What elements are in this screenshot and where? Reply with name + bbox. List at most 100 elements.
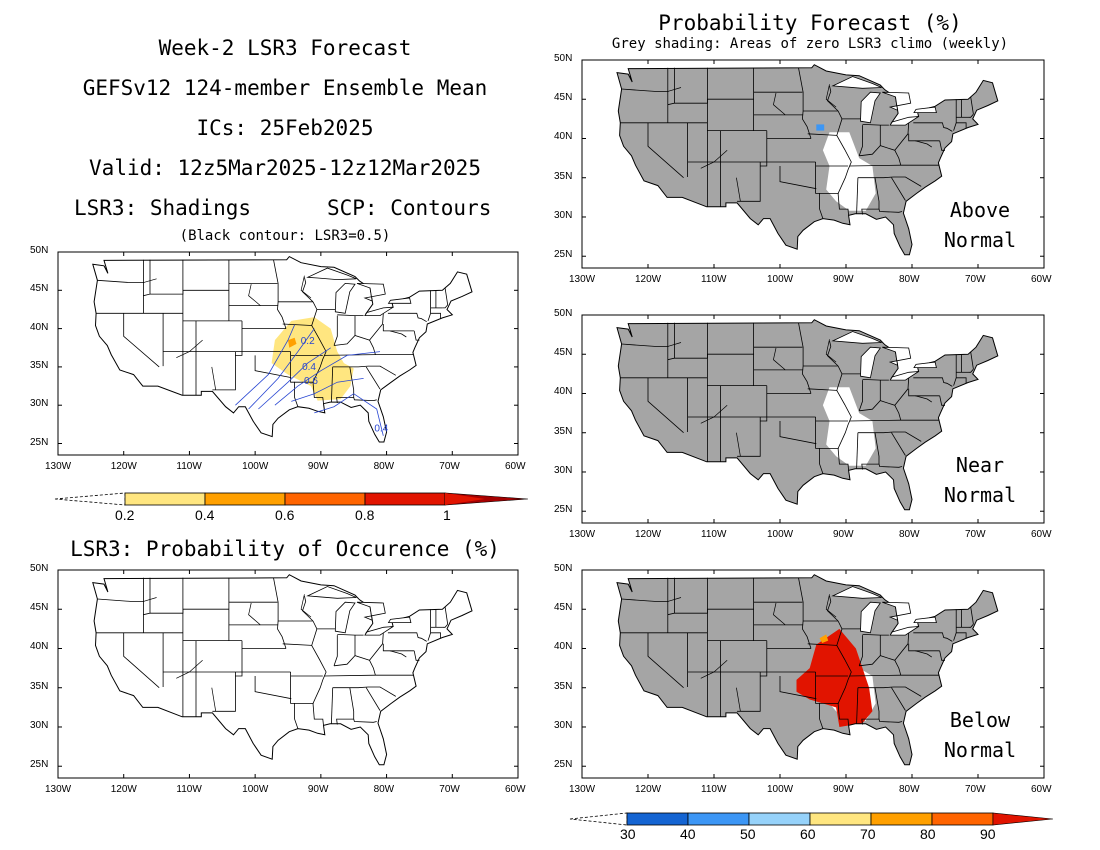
probability-subtitle: Grey shading: Areas of zero LSR3 climo (… [611, 36, 1009, 52]
state-boundaries [96, 259, 449, 407]
lat-label: 35N [30, 359, 49, 371]
panel-frame [581, 569, 1045, 779]
state-boundaries [620, 577, 974, 729]
lon-label: 110W [176, 784, 202, 795]
map-svg [581, 569, 1045, 779]
forecast-title: Week-2 LSR3 Forecast [158, 36, 412, 60]
lon-label: 70W [965, 784, 986, 795]
lon-label: 80W [373, 461, 395, 472]
panel-frame [581, 59, 1045, 269]
lon-label: 120W [110, 784, 137, 795]
lon-label: 70W [965, 529, 986, 540]
lon-label: 80W [899, 529, 920, 540]
non-zero-climo-area [822, 132, 876, 211]
lon-label: 80W [373, 784, 395, 795]
lon-label: 100W [767, 784, 794, 795]
lat-label: 30N [554, 464, 573, 476]
lat-label: 45N [30, 283, 49, 295]
lon-label: 60W [1031, 529, 1052, 540]
lat-label: 45N [554, 602, 573, 614]
map-panel-lsr3-shading: 0.2 0.4 0.6 0.4 50N 45N 40N 35N 30N 25N 130W 120W 11… [30, 245, 526, 472]
above-label-line1: Above [949, 198, 1011, 222]
below-label-line1: Below [949, 708, 1011, 732]
lat-label: 30N [30, 719, 49, 731]
lon-label: 70W [439, 784, 460, 795]
lon-label: 110W [176, 461, 202, 472]
contour-label: 0.6 [304, 376, 318, 387]
lon-label: 120W [110, 461, 137, 472]
contours-label: SCP: Contours [327, 196, 492, 220]
ics-label: ICs: 25Feb2025 [196, 116, 374, 140]
panel-frame [57, 569, 519, 779]
scp-contour [248, 328, 315, 410]
lat-label: 25N [30, 436, 49, 448]
lat-label: 35N [30, 680, 49, 692]
lat-label: 25N [554, 504, 573, 516]
below-normal-prob-area [796, 628, 873, 727]
cbr-label-4: 70 [860, 826, 876, 842]
cbr-label-1: 40 [680, 826, 696, 842]
above-normal-prob-area [816, 124, 825, 131]
lon-label: 130W [45, 784, 72, 795]
panel-frame [57, 251, 519, 456]
colorbar-left-over [444, 492, 529, 506]
contour-label: 0.4 [302, 362, 316, 373]
cbr-label-0: 30 [620, 826, 636, 842]
lon-label: 110W [701, 529, 727, 540]
cbl-label-3: 0.8 [355, 507, 375, 523]
lat-label: 35N [554, 170, 573, 182]
lon-label: 60W [1031, 274, 1052, 285]
grey-climo-shading [617, 64, 998, 255]
lon-label: 100W [242, 784, 269, 795]
colorbar-left-swatch [204, 492, 286, 506]
map-svg [581, 314, 1045, 524]
lon-label: 70W [439, 461, 460, 472]
below-label-line2: Normal [943, 738, 1017, 762]
colorbar-right-over [992, 812, 1054, 826]
lon-label: 110W [701, 274, 727, 285]
lon-label: 90W [307, 461, 329, 472]
cbr-label-6: 90 [980, 826, 996, 842]
occurrence-title: LSR3: Probability of Occurence (%) [70, 537, 500, 561]
state-boundaries [620, 67, 974, 219]
map-svg [581, 59, 1045, 269]
lon-label: 120W [635, 784, 662, 795]
cbl-label-2: 0.6 [275, 507, 295, 523]
model-label: GEFSv12 124-member Ensemble Mean [82, 76, 488, 100]
lon-label: 100W [767, 529, 794, 540]
lon-label: 130W [569, 784, 596, 795]
lon-label: 60W [505, 784, 526, 795]
lat-label: 25N [554, 759, 573, 771]
colorbar-left-swatch [284, 492, 366, 506]
colorbar-right-swatch [870, 812, 933, 826]
colorbar-right-swatch [931, 812, 994, 826]
colorbar-left-swatch [124, 492, 206, 506]
lat-label: 50N [554, 308, 573, 319]
scp-contour [258, 347, 331, 410]
lon-label: 90W [833, 274, 854, 285]
probability-title: Probability Forecast (%) [658, 11, 962, 35]
colorbar-right-swatch [748, 812, 811, 826]
lat-label: 30N [554, 719, 573, 731]
cbl-label-1: 0.4 [195, 507, 215, 523]
cbr-label-5: 80 [920, 826, 936, 842]
black-contour-note: (Black contour: LSR3=0.5) [179, 228, 391, 244]
cbl-label-4: 1 [443, 507, 451, 523]
scp-contour [235, 324, 295, 406]
lat-label: 50N [554, 563, 573, 574]
map-panel-below-normal: 50N 45N 40N 35N 30N 25N 130W 120W 110W 100W 90W 80W… [554, 563, 1052, 795]
lat-label: 40N [30, 321, 49, 333]
contour-label: 0.2 [301, 336, 315, 347]
lat-label: 50N [554, 53, 573, 64]
colorbar-right-swatch [626, 812, 689, 826]
above-label-line2: Normal [943, 228, 1017, 252]
lon-label: 130W [45, 461, 72, 472]
lat-label: 50N [30, 563, 49, 574]
near-label-line2: Normal [943, 483, 1017, 507]
cbr-label-3: 60 [800, 826, 816, 842]
lat-label: 35N [554, 680, 573, 692]
scp-contour [291, 378, 364, 402]
map-svg: 0.2 0.4 0.6 0.4 [57, 251, 519, 456]
map-panel-above-normal: 50N 45N 40N 35N 30N 25N 130W 120W 110W 100W 90W 80W… [554, 53, 1052, 285]
lon-label: 60W [1031, 784, 1052, 795]
